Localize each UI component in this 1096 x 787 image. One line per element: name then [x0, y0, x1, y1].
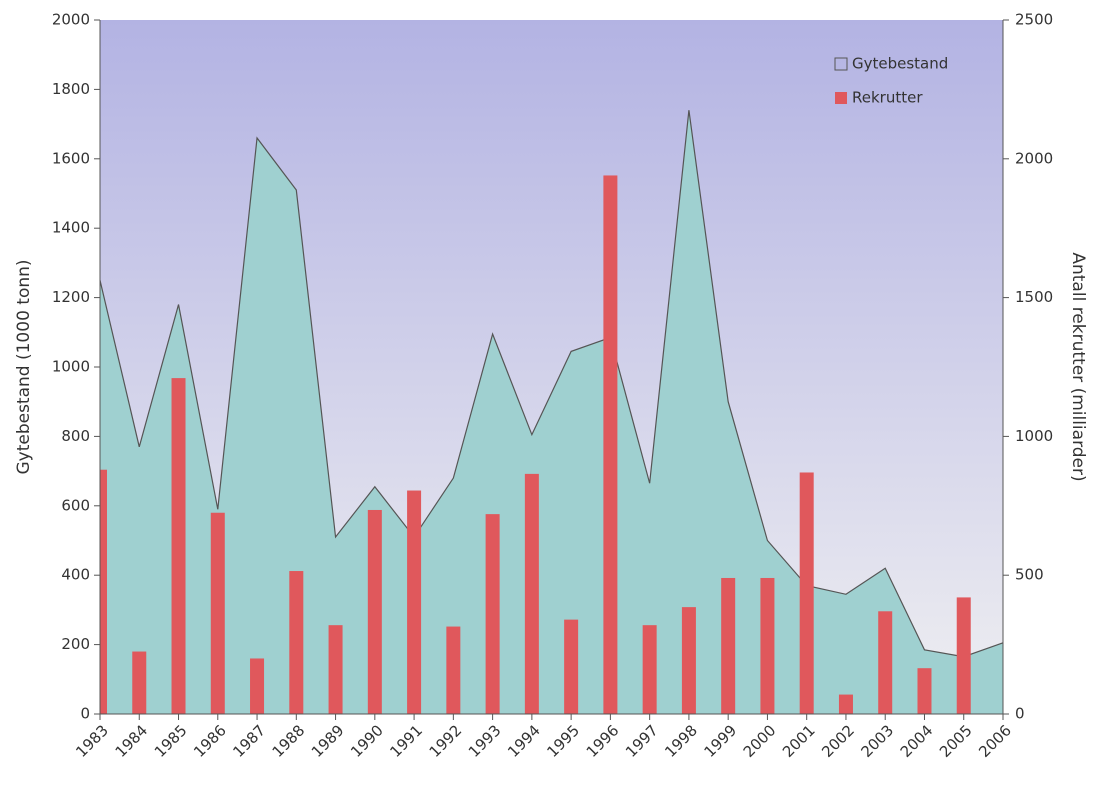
x-tick-label: 2005: [936, 721, 976, 761]
x-tick-label: 1983: [72, 721, 112, 761]
bar: [642, 625, 657, 714]
y2-axis-label: Antall rekrutter (milliarder): [1068, 252, 1088, 481]
bar: [760, 577, 775, 714]
y2-tick-label: 1500: [1015, 288, 1053, 306]
bar: [132, 651, 147, 714]
x-tick-label: 1985: [151, 721, 191, 761]
x-tick-label: 1996: [583, 721, 623, 761]
bar: [721, 577, 736, 714]
bar: [289, 571, 304, 714]
bar: [681, 607, 696, 714]
y-tick-label: 1200: [52, 288, 90, 306]
legend-swatch: [834, 57, 848, 71]
x-tick-label: 2003: [857, 721, 897, 761]
x-tick-label: 1999: [700, 721, 740, 761]
x-tick-label: 1994: [504, 721, 544, 761]
bar: [100, 469, 107, 714]
x-tick-label: 1997: [622, 721, 662, 761]
x-tick-label: 1995: [543, 721, 583, 761]
y2-tick-label: 0: [1015, 705, 1025, 723]
y-tick-label: 600: [61, 496, 90, 514]
legend-label: Rekrutter: [852, 89, 923, 107]
x-tick-label: 1993: [465, 721, 505, 761]
y-tick-label: 1400: [52, 219, 90, 237]
bar: [603, 175, 618, 714]
bar: [564, 619, 579, 714]
bar: [917, 668, 932, 714]
y-tick-label: 400: [61, 566, 90, 584]
legend-label: Gytebestand: [852, 55, 948, 73]
bar: [956, 597, 971, 714]
x-tick-label: 1992: [426, 721, 466, 761]
x-tick-label: 2002: [818, 721, 858, 761]
bar: [878, 611, 893, 714]
bar: [210, 512, 225, 714]
bar: [328, 625, 343, 714]
y2-tick-label: 2500: [1015, 11, 1053, 29]
x-tick-label: 2004: [897, 721, 937, 761]
x-tick-label: 1991: [386, 721, 426, 761]
area-line: [99, 110, 1004, 658]
bar: [838, 694, 853, 714]
bar: [407, 490, 422, 714]
bar: [250, 658, 265, 714]
x-tick-label: 2001: [779, 721, 819, 761]
bar: [799, 472, 814, 714]
bar: [524, 473, 539, 714]
x-tick-label: 1989: [308, 721, 348, 761]
bar: [367, 509, 382, 714]
bar: [171, 378, 186, 714]
area: [100, 110, 1003, 715]
x-tick-label: 1986: [190, 721, 230, 761]
legend-swatch: [835, 92, 847, 104]
y-tick-label: 1600: [52, 149, 90, 167]
y-tick-label: 1800: [52, 80, 90, 98]
y-tick-label: 0: [80, 705, 90, 723]
y-tick-label: 2000: [52, 11, 90, 29]
x-tick-label: 1998: [661, 721, 701, 761]
bar: [446, 626, 461, 714]
x-tick-label: 1984: [112, 721, 152, 761]
y2-tick-label: 500: [1015, 566, 1044, 584]
x-tick-label: 1988: [269, 721, 309, 761]
x-tick-label: 1987: [229, 721, 269, 761]
bar: [485, 514, 500, 714]
y-axis-label: Gytebestand (1000 tonn): [14, 259, 34, 474]
y2-tick-label: 1000: [1015, 427, 1053, 445]
y2-tick-label: 2000: [1015, 149, 1053, 167]
x-tick-label: 1990: [347, 721, 387, 761]
y-tick-label: 1000: [52, 358, 90, 376]
x-tick-label: 2006: [975, 721, 1015, 761]
x-tick-label: 2000: [740, 721, 780, 761]
y-tick-label: 200: [61, 635, 90, 653]
y-tick-label: 800: [61, 427, 90, 445]
